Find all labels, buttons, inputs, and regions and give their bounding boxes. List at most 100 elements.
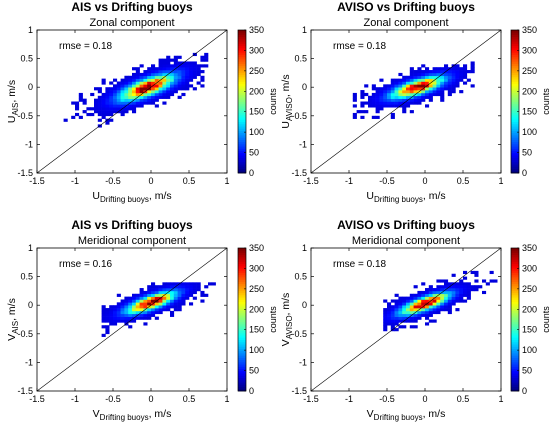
heatmap-cell [120,95,125,99]
heatmap-cell [185,282,190,286]
x-tick-label: 0 [422,176,427,186]
heatmap-cell [154,316,159,320]
heatmap-cell [189,70,194,74]
heatmap-cell [447,305,452,309]
heatmap-cell [109,313,114,317]
colorbar-swatch [511,328,519,332]
x-tick-label: -0.5 [379,394,395,404]
heatmap-cell [162,58,167,62]
x-tick-label: -0.5 [379,176,395,186]
colorbar-swatch [511,85,519,89]
heatmap-cell [166,296,171,300]
heatmap-cell [143,95,148,99]
heatmap-cell [97,107,102,111]
heatmap-cell [170,313,175,317]
heatmap-cell [143,299,148,303]
heatmap-cell [116,293,121,297]
heatmap-cell [158,64,163,68]
colorbar-swatch [511,161,519,165]
heatmap-cell [113,90,118,94]
heatmap-cell [444,84,449,88]
colorbar-tick-label: 350 [249,25,264,35]
heatmap-cell [444,302,449,306]
colorbar-tick-label: 0 [249,386,254,396]
heatmap-cell [143,293,148,297]
heatmap-cell [440,70,445,74]
colorbar-swatch [511,252,519,256]
heatmap-cell [94,98,99,102]
x-axis-label-main: V [367,408,374,420]
heatmap-cell [101,95,106,99]
colorbar-swatch [238,344,246,347]
heatmap-cell [413,78,418,82]
panel-subtitle: Zonal component [90,17,175,29]
heatmap-cell [463,282,468,286]
heatmap-cell [394,90,399,94]
heatmap-cell [147,84,152,88]
heatmap-cell [428,90,433,94]
heatmap-cell [409,75,414,79]
heatmap-cell [451,72,456,77]
heatmap-cell [173,72,178,77]
heatmap-cell [116,308,121,312]
heatmap-cell [421,98,426,102]
heatmap-cell [379,95,384,99]
heatmap-cell [447,288,452,292]
heatmap-cell [436,92,441,97]
heatmap-cell [181,87,186,91]
heatmap-cell [151,285,156,289]
heatmap-cell [135,305,140,309]
heatmap-cell [170,81,175,85]
heatmap-cell [154,285,159,289]
heatmap-cell [143,313,148,317]
heatmap-cell [387,87,392,91]
heatmap-cell [387,305,392,309]
colorbar-swatch [238,34,246,38]
heatmap-cell [360,104,365,108]
heatmap-cell [375,95,380,99]
heatmap-cell [489,279,494,283]
colorbar-swatch [511,114,519,118]
heatmap-cell [162,95,167,99]
colorbar-swatch [511,150,519,154]
heatmap-cell [428,78,433,82]
heatmap-cell [143,92,148,97]
colorbar-swatch [511,130,519,134]
heatmap-cell [143,81,148,85]
heatmap-cell [402,104,407,108]
heatmap-cell [177,296,182,300]
heatmap-cell [406,308,411,312]
heatmap-cell [105,308,110,312]
heatmap-cell [162,90,167,94]
heatmap-cell [436,67,441,71]
heatmap-cell [124,95,129,99]
heatmap-cell [360,90,365,94]
heatmap-cell [204,293,209,297]
colorbar-swatch [511,97,519,100]
heatmap-cell [101,316,106,320]
heatmap-cell [151,296,156,300]
heatmap-cell [440,81,445,85]
heatmap-cell [428,98,433,102]
heatmap-cell [147,316,152,320]
heatmap-cell [390,95,395,99]
heatmap-cell [413,84,418,88]
colorbar-swatch [511,377,519,381]
colorbar-swatch [238,50,246,53]
heatmap-cell [166,299,171,303]
heatmap-cell [432,90,437,94]
colorbar-tick-label: 100 [249,345,264,355]
heatmap-cell [413,293,418,297]
heatmap-cell [120,90,125,94]
heatmap-cell [124,308,129,312]
colorbar-swatch [238,261,246,265]
heatmap-cell [109,110,114,114]
colorbar-tick-label: 250 [249,66,264,76]
y-axis-label-main: V [6,334,18,341]
heatmap-cell [196,282,201,286]
heatmap-cell [132,313,137,317]
heatmap-cell [432,70,437,74]
axes-frame [310,29,502,174]
heatmap-cell [177,72,182,77]
heatmap-cell [447,92,452,97]
